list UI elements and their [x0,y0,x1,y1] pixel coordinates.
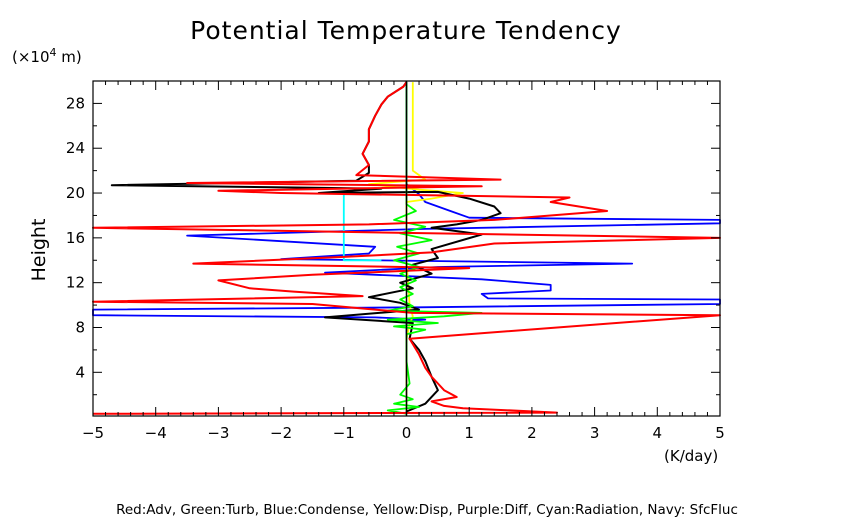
series-line-1 [342,193,382,262]
x-tick-label: −5 [82,424,104,442]
x-tick-label: −4 [145,424,167,442]
x-tick-label: 2 [527,424,537,442]
x-tick-label: −2 [270,424,292,442]
legend-text: Red:Adv, Green:Turb, Blue:Condense, Yell… [116,502,738,518]
x-tick-label: 5 [715,424,725,442]
x-tick-label: −3 [207,424,229,442]
y-axis-label: Height [28,219,50,282]
x-tick-label: −1 [333,424,355,442]
series-line-4 [386,82,483,415]
series-line-5 [92,81,721,415]
x-tick-label: 1 [464,424,474,442]
y-tick-label: 8 [75,318,85,336]
x-tick-label: 3 [590,424,600,442]
y-tick-label: 28 [66,94,85,112]
x-tick-label: 4 [653,424,663,442]
y-tick-label: 12 [66,274,85,292]
series-line-3 [110,81,502,413]
x-tick-label: 0 [402,424,412,442]
y-tick-label: 4 [75,363,85,381]
y-tick-label: 24 [66,139,85,157]
y-tick-label: 16 [66,229,85,247]
x-axis-label: (K/day) [664,447,718,465]
chart-title: Potential Temperature Tendency [190,16,622,45]
series-layer [92,81,721,416]
series-line-2 [368,82,464,412]
y-unit-label: (×104 m) [12,46,82,66]
y-tick-label: 20 [66,184,85,202]
